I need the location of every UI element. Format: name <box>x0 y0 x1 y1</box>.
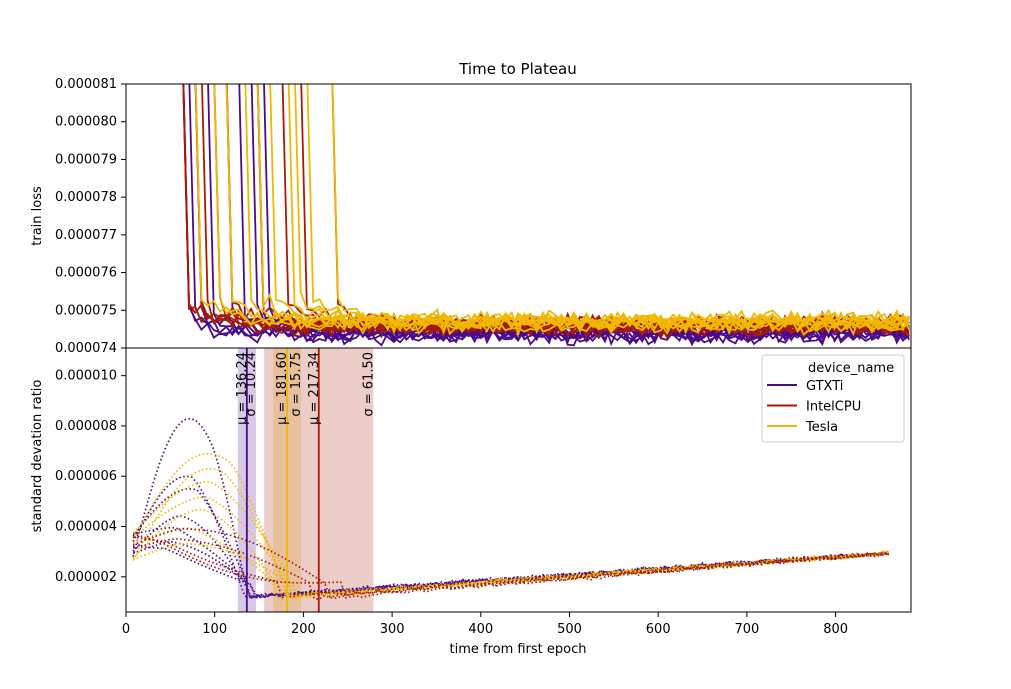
std-ratio-line-intelcpu <box>132 528 889 598</box>
sd-label-tesla: σ = 15.75 <box>289 352 304 417</box>
train-loss-line-intelcpu <box>182 84 910 337</box>
xtick-label: 0 <box>122 622 130 637</box>
train-loss-line-tesla <box>294 84 911 335</box>
train-loss-line-gtxti <box>182 84 910 347</box>
train-loss-line-tesla <box>244 84 910 333</box>
train-loss-line-tesla <box>331 84 911 336</box>
train-loss-line-gtxti <box>250 84 910 346</box>
legend-label-intelcpu: IntelCPU <box>806 400 861 415</box>
bottom-ytick-label: 0.000006 <box>55 469 117 484</box>
xtick-label: 100 <box>202 622 227 637</box>
xtick-label: 800 <box>823 622 848 637</box>
bottom-ytick-label: 0.000004 <box>55 520 117 535</box>
bottom-axes-frame <box>125 347 912 613</box>
train-loss-line-tesla <box>194 84 910 335</box>
train-loss-line-intelcpu <box>331 84 910 337</box>
train-loss-line-tesla <box>287 84 910 336</box>
train-loss-line-gtxti <box>194 84 910 347</box>
std-ratio-line-tesla <box>132 480 889 600</box>
train-loss-line-gtxti <box>256 84 910 347</box>
top-ytick-label: 0.000076 <box>55 266 117 281</box>
std-ratio-line-intelcpu <box>132 536 890 599</box>
legend-title: device_name <box>808 361 894 376</box>
std-ratio-line-gtxti <box>132 526 890 598</box>
train-loss-line-intelcpu <box>281 84 910 340</box>
sd-label-gtxti: σ = 10.24 <box>244 352 259 417</box>
top-y-axis-label: train loss <box>30 186 45 246</box>
std-ratio-line-tesla <box>132 467 890 599</box>
train-loss-line-gtxti <box>225 84 910 345</box>
train-loss-line-tesla <box>213 84 911 336</box>
top-ytick-label: 0.000081 <box>55 77 117 92</box>
bottom-y-axis-label: standard devation ratio <box>30 380 45 533</box>
train-loss-line-intelcpu <box>213 84 910 340</box>
train-loss-line-gtxti <box>188 84 910 347</box>
chart-title: Time to Plateau <box>458 60 577 78</box>
mean-label-gtxti: μ = 136.24 <box>235 352 250 425</box>
std-ratio-line-tesla <box>132 508 890 599</box>
top-ytick-label: 0.000080 <box>55 115 117 130</box>
train-loss-panel: Time to Plateau 0.000074 0.000075 0.000076… <box>30 60 912 356</box>
train-loss-line-intelcpu <box>300 84 910 335</box>
legend-box <box>761 354 905 443</box>
std-ratio-line-tesla <box>132 452 890 599</box>
train-loss-line-intelcpu <box>225 84 910 337</box>
top-ytick-label: 0.000075 <box>55 303 117 318</box>
std-ratio-line-gtxti <box>133 545 889 599</box>
std-ratio-panel: μ = 136.24σ = 10.24 μ = 181.60σ = 15.75 μ … <box>30 347 912 657</box>
top-ytick-label: 0.000078 <box>55 190 117 205</box>
legend-label-gtxti: GTXTi <box>806 379 843 394</box>
std-ratio-line-tesla <box>132 542 889 598</box>
std-ratio-line-gtxti <box>132 540 889 599</box>
sd-label-intelcpu: σ = 61.50 <box>361 352 376 417</box>
train-loss-line-tesla <box>256 84 910 333</box>
bottom-ytick-label: 0.000010 <box>55 369 117 384</box>
xtick-label: 500 <box>557 622 582 637</box>
mean-label-tesla: μ = 181.60 <box>275 352 290 425</box>
xtick-label: 200 <box>291 622 316 637</box>
top-ytick-label: 0.000079 <box>55 152 117 167</box>
train-loss-line-intelcpu <box>194 84 911 340</box>
xtick-label: 400 <box>468 622 493 637</box>
x-axis-label: time from first epoch <box>449 642 586 657</box>
xtick-label: 700 <box>734 622 759 637</box>
legend: device_name GTXTi IntelCPU Tesla <box>761 354 905 443</box>
top-ytick-label: 0.000077 <box>55 228 117 243</box>
top-axes-frame <box>125 83 912 349</box>
bottom-ytick-label: 0.000002 <box>55 570 117 585</box>
legend-label-tesla: Tesla <box>805 420 838 435</box>
train-loss-line-tesla <box>225 84 910 335</box>
top-ytick-label: 0.000074 <box>55 341 117 356</box>
train-loss-line-gtxti <box>238 84 910 345</box>
xtick-label: 600 <box>646 622 671 637</box>
train-loss-line-intelcpu <box>256 84 910 339</box>
train-loss-line-tesla <box>306 84 910 336</box>
xtick-label: 300 <box>380 622 405 637</box>
train-loss-line-intelcpu <box>182 84 910 337</box>
train-loss-line-gtxti <box>207 84 910 344</box>
train-loss-line-gtxti <box>263 84 910 344</box>
mean-label-intelcpu: μ = 217.34 <box>307 352 322 425</box>
train-loss-line-intelcpu <box>201 84 911 339</box>
train-loss-line-gtxti <box>182 84 910 346</box>
bottom-ytick-label: 0.000008 <box>55 419 117 434</box>
train-loss-line-tesla <box>269 84 910 338</box>
